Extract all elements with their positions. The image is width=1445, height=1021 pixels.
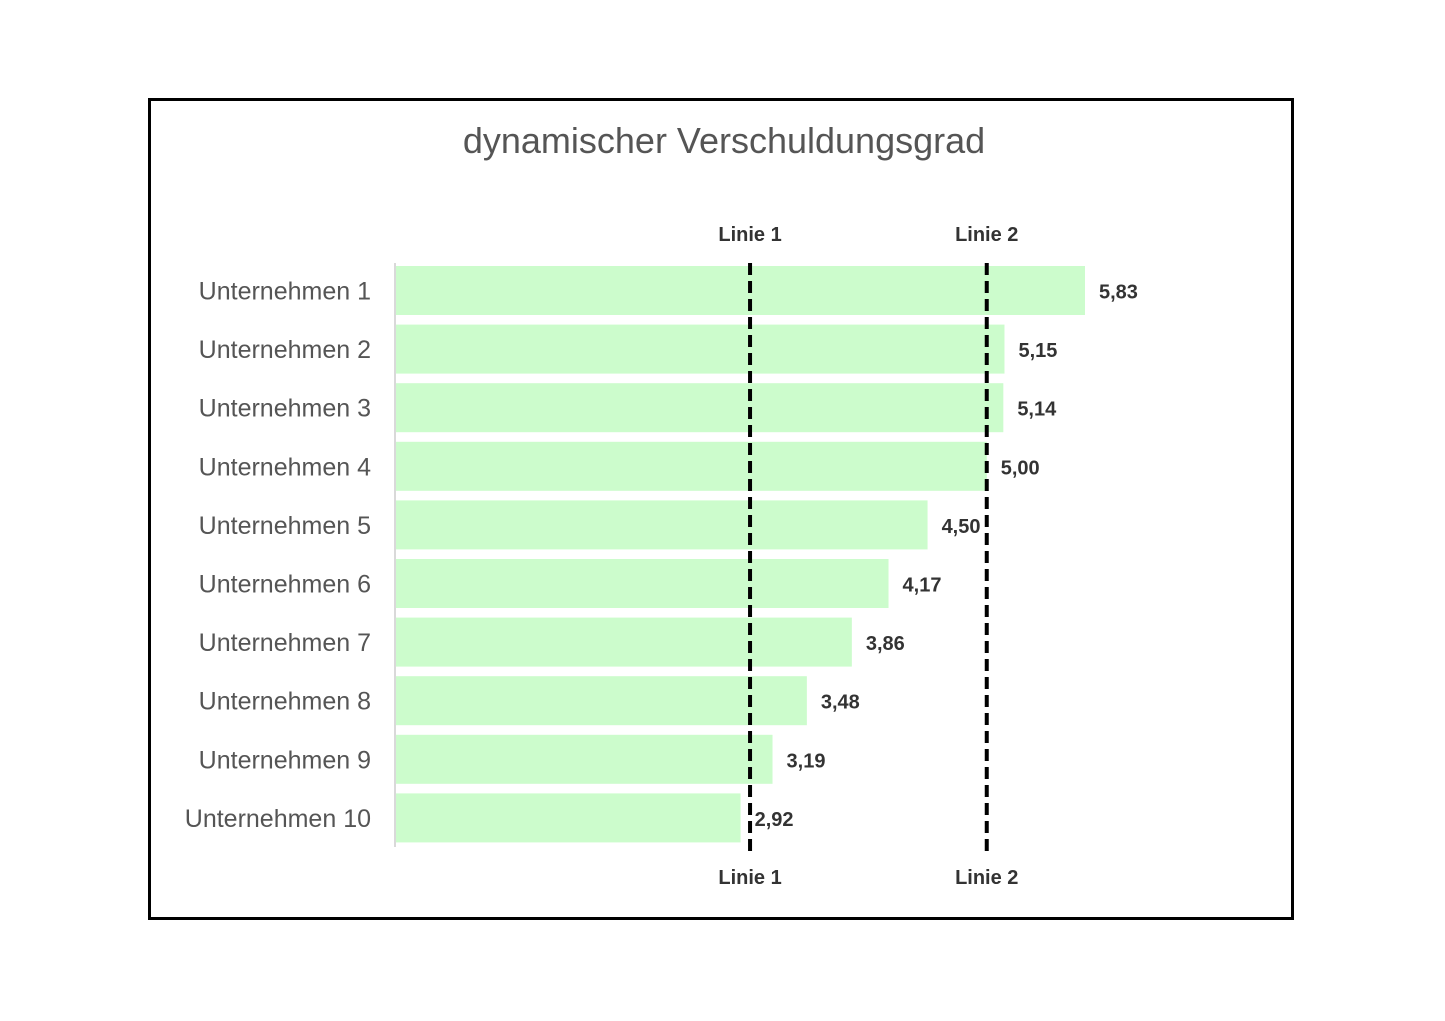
bar-3: [396, 383, 1004, 433]
bar-8: [396, 676, 807, 726]
category-label-5: Unternehmen 5: [199, 512, 371, 540]
bar-6: [396, 559, 889, 608]
reference-lines-layer: [748, 263, 989, 851]
value-label-10: 2,92: [755, 809, 794, 831]
category-label-8: Unternehmen 8: [199, 688, 371, 716]
bar-chart: dynamischer Verschuldungsgrad Unternehme…: [185, 120, 1138, 889]
chart-frame: dynamischer Verschuldungsgrad Unternehme…: [148, 98, 1294, 920]
bar-10: [396, 793, 741, 843]
bars-layer: [394, 263, 1085, 847]
bar-4: [396, 441, 987, 491]
value-label-3: 5,14: [1017, 399, 1057, 421]
value-label-9: 3,19: [787, 750, 826, 772]
value-label-1: 5,83: [1099, 282, 1138, 304]
category-label-1: Unternehmen 1: [199, 278, 371, 306]
reference-line-1-top-label: Linie 1: [718, 224, 781, 246]
bar-1: [396, 266, 1085, 315]
value-label-6: 4,17: [903, 575, 942, 597]
value-label-7: 3,86: [866, 633, 905, 655]
value-label-5: 4,50: [942, 516, 981, 538]
value-label-8: 3,48: [821, 692, 860, 714]
value-label-4: 5,00: [1001, 457, 1040, 479]
bar-7: [396, 617, 852, 667]
category-label-6: Unternehmen 6: [199, 571, 371, 599]
reference-line-2-top-label: Linie 2: [955, 224, 1018, 246]
chart-title: dynamischer Verschuldungsgrad: [463, 120, 985, 161]
category-label-3: Unternehmen 3: [199, 395, 371, 423]
labels-layer: Unternehmen 1 5,83 Unternehmen 2 5,15 Untern…: [185, 224, 1138, 889]
category-label-2: Unternehmen 2: [199, 336, 371, 364]
value-label-2: 5,15: [1019, 340, 1058, 362]
category-label-9: Unternehmen 9: [199, 746, 371, 774]
category-label-7: Unternehmen 7: [199, 629, 371, 657]
reference-line-1-bottom-label: Linie 1: [718, 867, 781, 889]
bar-9: [396, 734, 773, 784]
category-label-4: Unternehmen 4: [199, 453, 371, 481]
bar-2: [396, 324, 1005, 374]
category-label-10: Unternehmen 10: [185, 805, 371, 833]
reference-line-2-bottom-label: Linie 2: [955, 867, 1018, 889]
bar-5: [396, 500, 928, 550]
